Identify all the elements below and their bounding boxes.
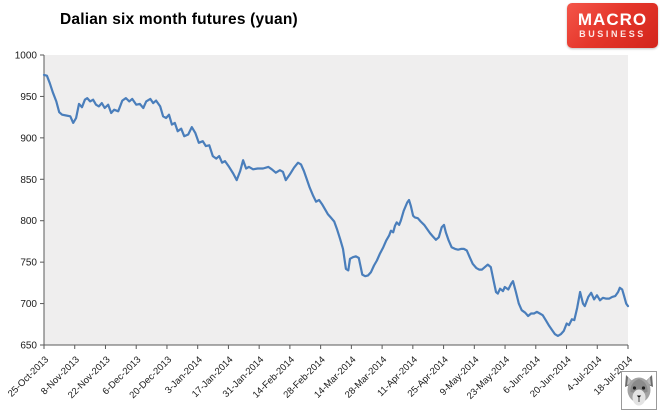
y-tick-label: 950 (20, 92, 37, 103)
y-tick-label: 800 (20, 216, 37, 227)
y-tick-label: 750 (20, 258, 37, 269)
y-tick-label: 700 (20, 299, 37, 310)
y-tick-label: 900 (20, 133, 37, 144)
logo-text-macro: MACRO (577, 10, 648, 29)
wolf-avatar (621, 371, 657, 410)
price-line (42, 73, 630, 337)
macrobusiness-logo: MACRO BUSINESS (567, 3, 658, 48)
y-tick-label: 1000 (15, 51, 38, 62)
plot-area (44, 55, 628, 345)
y-tick-label: 850 (20, 175, 37, 186)
wolf-face-icon (625, 375, 653, 406)
y-tick-label: 650 (20, 341, 37, 352)
chart-title: Dalian six month futures (yuan) (60, 11, 298, 28)
logo-text-business: BUSINESS (579, 29, 646, 39)
